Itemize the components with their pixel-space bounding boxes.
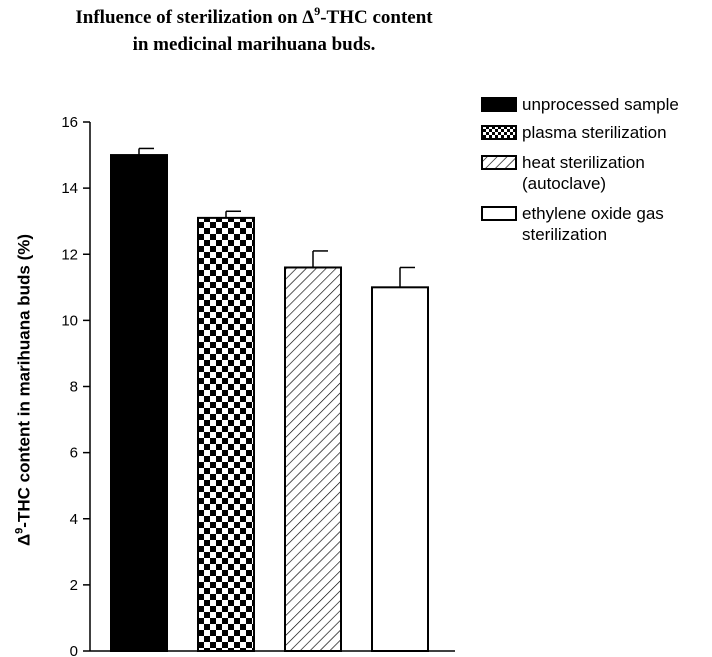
y-tick-label: 14 [61,180,78,197]
legend-label-3: heat sterilization [522,153,645,172]
title-line1-end: -THC content [320,7,433,28]
y-tick-label: 8 [70,379,78,396]
title-line1: Influence of sterilization on Δ9-THC con… [75,3,433,28]
legend-label-1: unprocessed sample [522,95,679,114]
legend-label-4: sterilization [522,225,607,244]
y-tick-label: 12 [61,246,78,263]
legend-label-4: ethylene oxide gas [522,204,664,223]
legend-label-2: plasma sterilization [522,123,667,142]
y-tick-label: 4 [70,511,78,528]
y-tick-label: 2 [70,577,78,594]
bar-1 [110,154,168,652]
y-tick-label: 10 [61,312,78,329]
chart-title: Influence of sterilization on Δ9-THC con… [0,4,508,58]
title-line2: in medicinal marihuana buds. [132,34,376,55]
legend-swatch-3 [481,155,517,170]
legend-swatch-1 [481,97,517,112]
legend-swatch-2 [481,125,517,140]
legend-swatch-4 [481,206,517,221]
y-tick-label: 16 [61,114,78,131]
y-tick-label: 0 [70,643,78,657]
y-tick-label: 6 [70,445,78,462]
bar-3 [284,266,342,652]
title-line1-start: Influence of sterilization on Δ [75,7,315,28]
title-superscript: 9 [314,3,321,18]
bar-2 [197,216,255,652]
bar-4 [371,286,429,652]
legend-label-3: (autoclave) [522,174,606,193]
